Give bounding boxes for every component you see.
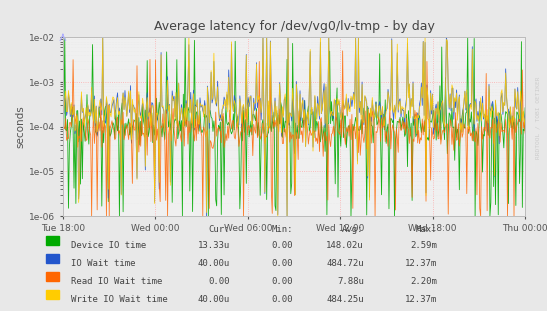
Text: 484.25u: 484.25u	[326, 295, 364, 304]
Text: 0.00: 0.00	[271, 241, 293, 250]
Text: 2.20m: 2.20m	[411, 277, 438, 286]
Text: 40.00u: 40.00u	[197, 259, 230, 268]
Text: 0.00: 0.00	[271, 277, 293, 286]
Text: IO Wait time: IO Wait time	[71, 259, 136, 268]
Text: Read IO Wait time: Read IO Wait time	[71, 277, 162, 286]
Y-axis label: seconds: seconds	[15, 105, 25, 148]
Text: Write IO Wait time: Write IO Wait time	[71, 295, 168, 304]
Text: 40.00u: 40.00u	[197, 295, 230, 304]
Text: Avg:: Avg:	[342, 225, 364, 234]
Text: Min:: Min:	[271, 225, 293, 234]
Text: RRDTOOL / TOBI OETIKER: RRDTOOL / TOBI OETIKER	[536, 77, 540, 160]
Text: Device IO time: Device IO time	[71, 241, 147, 250]
Text: 12.37m: 12.37m	[405, 259, 438, 268]
Title: Average latency for /dev/vg0/lv-tmp - by day: Average latency for /dev/vg0/lv-tmp - by…	[154, 21, 434, 33]
Text: Cur:: Cur:	[208, 225, 230, 234]
Text: 0.00: 0.00	[208, 277, 230, 286]
Text: Max:: Max:	[416, 225, 438, 234]
Text: 13.33u: 13.33u	[197, 241, 230, 250]
Text: 484.72u: 484.72u	[326, 259, 364, 268]
Text: 7.88u: 7.88u	[337, 277, 364, 286]
Text: 2.59m: 2.59m	[411, 241, 438, 250]
Text: 0.00: 0.00	[271, 259, 293, 268]
Text: 148.02u: 148.02u	[326, 241, 364, 250]
Text: 12.37m: 12.37m	[405, 295, 438, 304]
Text: 0.00: 0.00	[271, 295, 293, 304]
